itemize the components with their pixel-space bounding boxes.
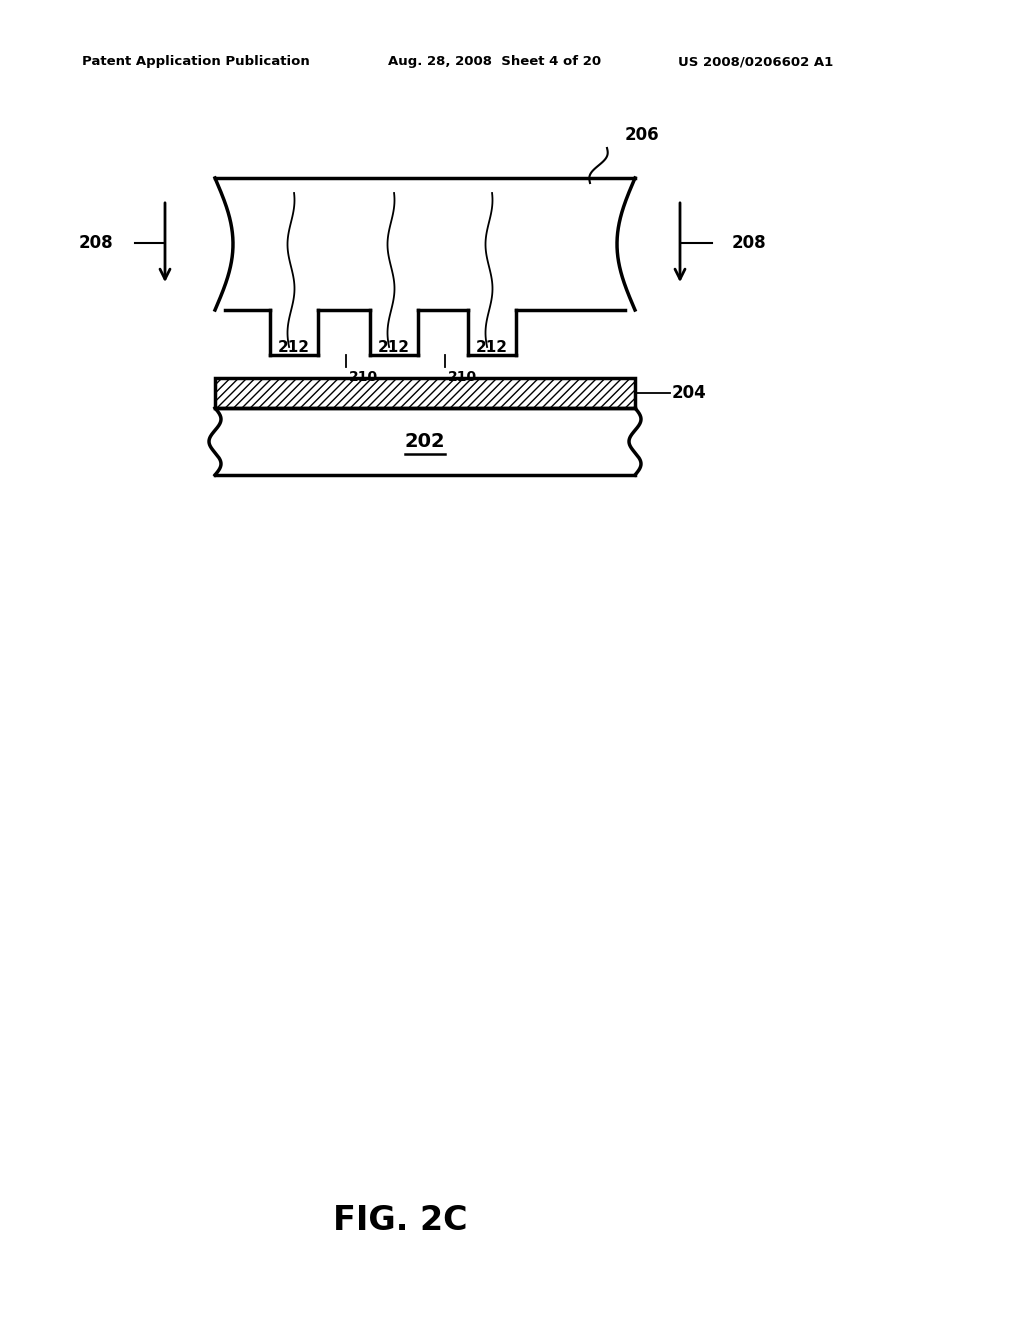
Bar [225,310,270,355]
Bar [418,310,468,355]
Bar [318,310,370,355]
Text: Patent Application Publication: Patent Application Publication [82,55,309,69]
Text: 212: 212 [378,341,410,355]
Bar [225,178,625,310]
Text: 210: 210 [349,370,378,384]
Bar [215,378,635,408]
Text: 212: 212 [476,341,508,355]
Text: 208: 208 [732,234,767,252]
Text: 206: 206 [625,125,659,144]
Bar [516,310,625,355]
Text: Aug. 28, 2008  Sheet 4 of 20: Aug. 28, 2008 Sheet 4 of 20 [388,55,601,69]
Text: 208: 208 [79,234,113,252]
Text: US 2008/0206602 A1: US 2008/0206602 A1 [678,55,834,69]
Text: FIG. 2C: FIG. 2C [333,1204,467,1237]
Text: 210: 210 [449,370,477,384]
Text: 202: 202 [404,432,445,451]
Text: 204: 204 [672,384,707,403]
Text: 212: 212 [278,341,310,355]
